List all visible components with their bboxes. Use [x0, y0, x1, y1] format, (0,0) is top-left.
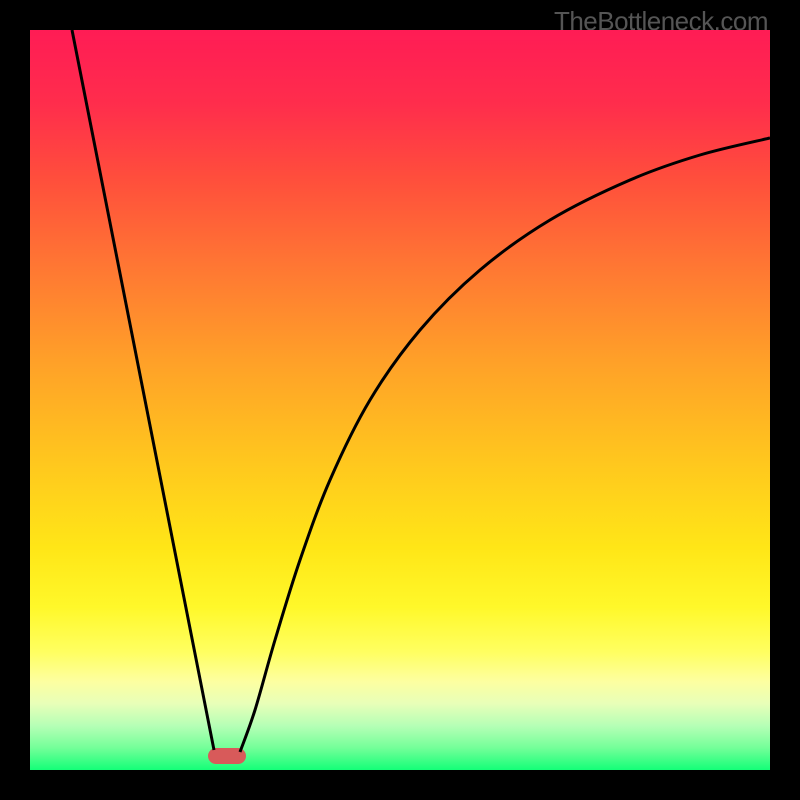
curve-overlay — [30, 30, 770, 770]
curve-left — [72, 30, 214, 750]
curve-right — [240, 138, 770, 752]
chart-plot-area — [30, 30, 770, 770]
